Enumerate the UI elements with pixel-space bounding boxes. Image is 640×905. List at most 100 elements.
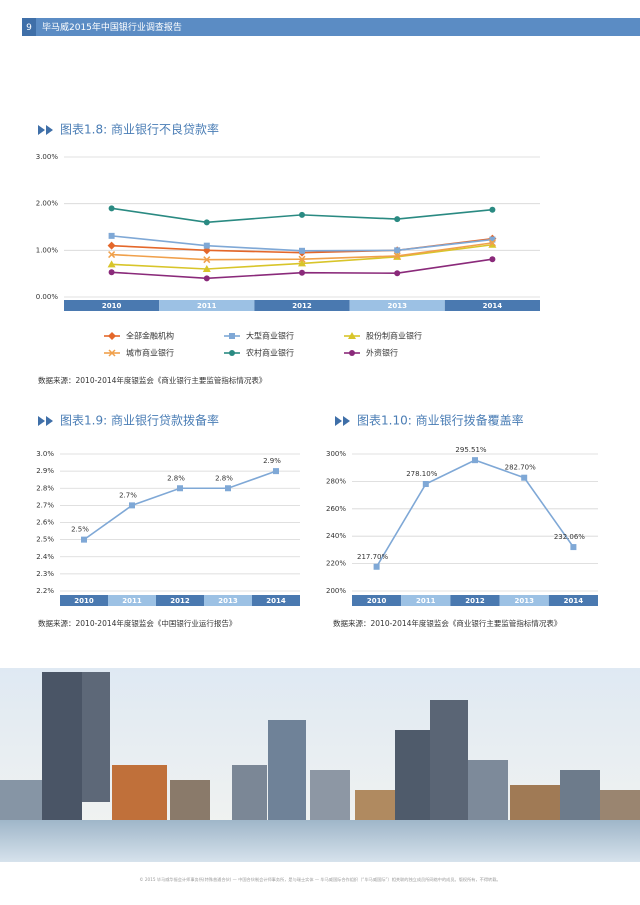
point <box>81 536 87 543</box>
x-tick-label: 2012 <box>465 597 485 605</box>
point <box>129 502 135 509</box>
point <box>521 474 528 481</box>
legend-marker <box>108 349 116 357</box>
category-band <box>64 300 160 311</box>
value-label: 295.51% <box>455 446 486 454</box>
value-label: 217.70% <box>357 553 388 561</box>
value-label: 2.9% <box>263 457 281 465</box>
x-tick-label: 2011 <box>416 597 436 605</box>
y-tick-label: 2.7% <box>36 501 54 509</box>
y-tick-label: 2.2% <box>36 587 54 595</box>
point <box>394 270 401 277</box>
footer-text: © 2015 毕马威华振会计师事务所(特殊普通合伙) — 中国合伙制会计师事务所… <box>139 876 500 883</box>
chart-title: 图表1.10: 商业银行拨备覆盖率 <box>357 413 524 428</box>
value-label: 2.8% <box>167 474 185 482</box>
y-tick-label: 280% <box>326 477 346 485</box>
point <box>488 239 496 247</box>
point <box>203 242 210 249</box>
value-label: 282.70% <box>505 464 536 472</box>
x-tick-label: 2012 <box>292 302 312 310</box>
point <box>108 269 115 276</box>
y-tick-label: 2.00% <box>36 200 59 208</box>
point <box>107 260 116 268</box>
legend-label: 股份制商业银行 <box>366 331 422 341</box>
category-band <box>204 595 252 606</box>
point <box>299 269 305 276</box>
point <box>394 247 401 254</box>
title-arrows <box>38 416 53 426</box>
source-note: 数据来源：2010-2014年度银监会《中国银行业运行报告》 <box>38 618 236 628</box>
category-band <box>60 595 108 606</box>
legend-marker <box>348 332 356 339</box>
point <box>299 211 305 218</box>
chart-title: 图表1.9: 商业银行贷款拨备率 <box>60 413 219 428</box>
point <box>108 251 116 259</box>
title-arrows <box>335 416 350 426</box>
category-band <box>349 300 445 311</box>
x-tick-label: 2013 <box>387 302 407 310</box>
x-tick-label: 2010 <box>367 597 387 605</box>
title-arrows <box>38 125 53 135</box>
value-label: 2.8% <box>215 474 233 482</box>
y-tick-label: 2.6% <box>36 519 54 527</box>
point <box>108 205 115 212</box>
source-note: 数据来源：2010-2014年度银监会《商业银行主要监管指标情况表》 <box>38 375 266 385</box>
value-label: 2.7% <box>119 491 137 499</box>
y-tick-label: 1.00% <box>36 246 59 254</box>
y-tick-label: 2.4% <box>36 553 54 561</box>
point <box>203 275 210 282</box>
y-tick-label: 2.3% <box>36 570 54 578</box>
point <box>489 206 496 213</box>
y-tick-label: 200% <box>326 587 346 595</box>
x-tick-label: 2011 <box>197 302 217 310</box>
value-label: 2.5% <box>71 526 89 534</box>
point <box>373 563 380 570</box>
x-tick-label: 2014 <box>483 302 503 310</box>
category-band <box>444 300 540 311</box>
city-photo <box>0 668 640 862</box>
y-tick-label: 240% <box>326 532 346 540</box>
legend-label: 城市商业银行 <box>126 348 174 358</box>
legend-marker <box>229 333 235 339</box>
y-tick-label: 2.9% <box>36 467 54 475</box>
x-tick-label: 2014 <box>564 597 584 605</box>
y-tick-label: 3.0% <box>36 450 54 458</box>
y-tick-label: 2.5% <box>36 536 54 544</box>
y-tick-label: 300% <box>326 450 346 458</box>
category-band <box>352 595 402 606</box>
x-tick-label: 2010 <box>74 597 94 605</box>
point <box>107 241 116 250</box>
point <box>298 255 306 263</box>
chart-title: 图表1.8: 商业银行不良贷款率 <box>60 122 219 137</box>
point <box>489 236 496 243</box>
y-tick-label: 220% <box>326 560 346 568</box>
x-tick-label: 2010 <box>102 302 122 310</box>
y-tick-label: 0.00% <box>36 293 59 301</box>
page-number-box <box>22 18 36 36</box>
legend-marker <box>229 350 235 356</box>
category-band <box>499 595 549 606</box>
category-band <box>254 300 350 311</box>
x-tick-label: 2013 <box>514 597 534 605</box>
category-band <box>548 595 598 606</box>
category-band <box>159 300 255 311</box>
category-band <box>108 595 156 606</box>
category-band <box>156 595 204 606</box>
point <box>203 256 211 264</box>
point <box>570 544 577 551</box>
point <box>472 457 478 464</box>
legend-label: 外资银行 <box>366 348 398 358</box>
point <box>489 256 496 263</box>
point <box>299 247 305 254</box>
legend-marker <box>108 332 116 340</box>
value-label: 232.06% <box>554 533 585 541</box>
point <box>273 468 279 475</box>
x-tick-label: 2014 <box>266 597 286 605</box>
legend-label: 大型商业银行 <box>246 331 294 341</box>
point <box>298 259 306 267</box>
header-title: 毕马威2015年中国银行业调查报告 <box>42 21 182 33</box>
point <box>177 485 183 492</box>
point <box>202 265 211 272</box>
